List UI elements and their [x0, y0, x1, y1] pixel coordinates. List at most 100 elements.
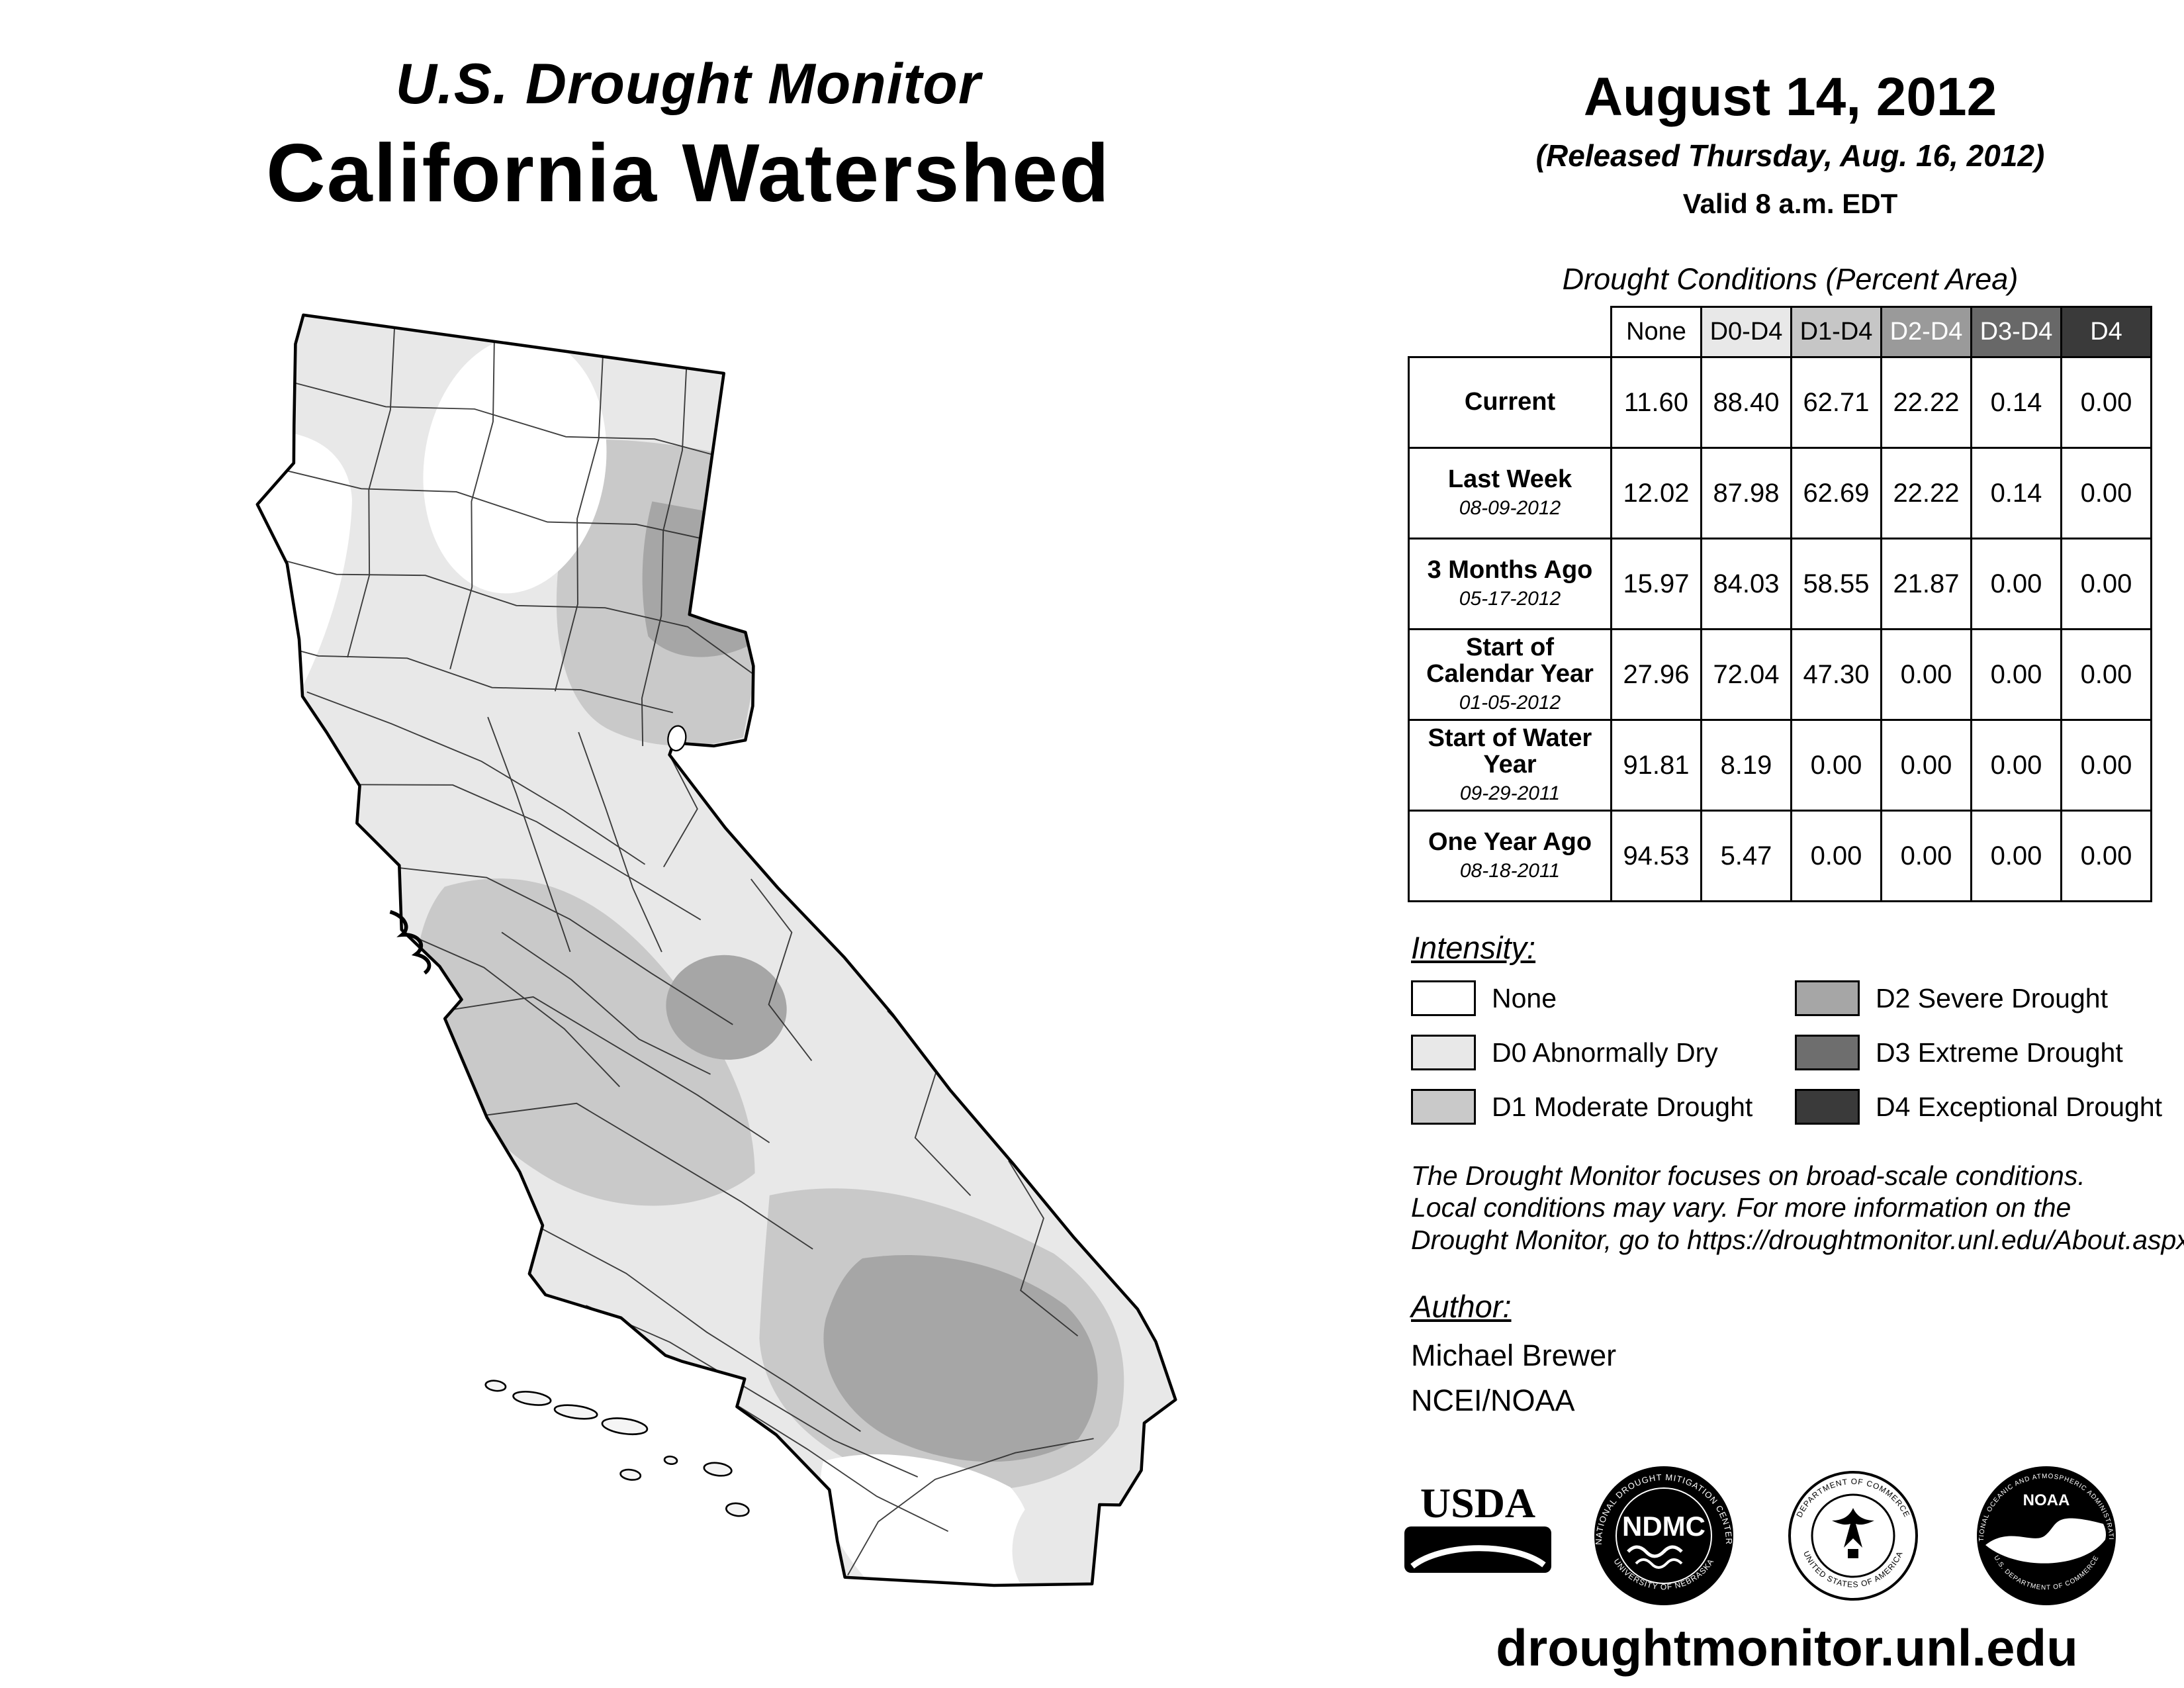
value-cell: 94.53 — [1610, 810, 1702, 902]
value-cell: 0.00 — [1790, 719, 1882, 812]
legend-item-none: None — [1411, 980, 1795, 1016]
san-francisco-bay — [389, 910, 432, 975]
noaa-logo: NATIONAL OCEANIC AND ATMOSPHERIC ADMINIS… — [1972, 1462, 2116, 1605]
report-title: U.S. Drought Monitor — [395, 52, 981, 116]
value-cell: 8.19 — [1700, 719, 1792, 812]
table-row-one-year-ago: One Year Ago 08-18-2011 94.53 5.47 0.00 … — [1408, 810, 2152, 902]
date-block: August 14, 2012 (Released Thursday, Aug.… — [1416, 66, 2164, 220]
doc-eagle-icon — [1832, 1508, 1874, 1548]
row-label: One Year Ago 08-18-2011 — [1408, 810, 1612, 902]
noaa-seabird-icon — [1985, 1518, 2106, 1564]
col-header-d0d4: D0-D4 — [1700, 306, 1792, 358]
doc-shield-icon — [1848, 1549, 1858, 1558]
d2-region-mojave — [823, 1255, 1098, 1462]
usda-swoosh-icon — [1410, 1545, 1546, 1569]
table-corner-cell — [1408, 306, 1612, 357]
value-cell: 0.00 — [2060, 719, 2152, 812]
value-cell: 0.00 — [1880, 810, 1972, 902]
table-row-start-calendar-year: Start of Calendar Year 01-05-2012 27.96 … — [1408, 628, 2152, 721]
ndmc-wordmark: NDMC — [1622, 1511, 1706, 1542]
d1-region-central — [416, 878, 755, 1206]
released-date: (Released Thursday, Aug. 16, 2012) — [1535, 138, 2045, 173]
value-cell: 22.22 — [1880, 447, 1972, 539]
lake-tahoe — [667, 725, 687, 752]
value-cell: 0.00 — [1970, 628, 2062, 721]
drought-shading-layers — [241, 314, 1176, 1619]
d1-swatch — [1411, 1089, 1476, 1125]
disclaimer-text: The Drought Monitor focuses on broad-sca… — [1411, 1160, 2184, 1255]
d4-swatch — [1795, 1089, 1860, 1125]
col-header-d1d4: D1-D4 — [1790, 306, 1882, 358]
channel-islands — [484, 1380, 750, 1517]
value-cell: 15.97 — [1610, 538, 1702, 630]
row-label: Start of Water Year 09-29-2011 — [1408, 719, 1612, 812]
map-date: August 14, 2012 — [1583, 67, 1997, 127]
value-cell: 0.14 — [1970, 356, 2062, 449]
col-header-d2d4: D2-D4 — [1880, 306, 1972, 358]
value-cell: 27.96 — [1610, 628, 1702, 721]
usda-logo: USDA — [1404, 1481, 1551, 1573]
value-cell: 0.00 — [1970, 538, 2062, 630]
author-org: NCEI/NOAA — [1411, 1383, 1575, 1417]
row-label: 3 Months Ago 05-17-2012 — [1408, 538, 1612, 630]
col-header-d3d4: D3-D4 — [1970, 306, 2062, 358]
region-title: California Watershed — [266, 128, 1111, 219]
d2-region-central-spot — [666, 955, 787, 1060]
table-row-start-water-year: Start of Water Year 09-29-2011 91.81 8.1… — [1408, 719, 2152, 812]
watershed-boundaries — [241, 327, 1094, 1575]
author-title: Author: — [1411, 1289, 1512, 1324]
d3-swatch — [1795, 1035, 1860, 1070]
ndmc-wave-icon — [1627, 1545, 1683, 1558]
row-label: Last Week 08-09-2012 — [1408, 447, 1612, 539]
intensity-legend: None D2 Severe Drought D0 Abnormally Dry… — [1411, 980, 2184, 1125]
value-cell: 62.69 — [1790, 447, 1882, 539]
value-cell: 88.40 — [1700, 356, 1792, 449]
value-cell: 0.00 — [2060, 447, 2152, 539]
legend-item-d3: D3 Extreme Drought — [1795, 1035, 2184, 1070]
col-header-d4: D4 — [2060, 306, 2152, 358]
value-cell: 0.00 — [2060, 538, 2152, 630]
value-cell: 0.00 — [1880, 719, 1972, 812]
table-row-last-week: Last Week 08-09-2012 12.02 87.98 62.69 2… — [1408, 447, 2152, 539]
title-block: U.S. Drought Monitor California Watershe… — [0, 52, 1377, 220]
value-cell: 22.22 — [1880, 356, 1972, 449]
value-cell: 0.00 — [1970, 719, 2062, 812]
value-cell: 0.00 — [1880, 628, 1972, 721]
usda-wordmark: USDA — [1420, 1481, 1535, 1526]
none-region-south-coast — [821, 1454, 1032, 1599]
value-cell: 0.00 — [2060, 356, 2152, 449]
ndmc-logo: NATIONAL DROUGHT MITIGATION CENTER UNIVE… — [1594, 1466, 1733, 1605]
value-cell: 58.55 — [1790, 538, 1882, 630]
row-label: Current — [1408, 356, 1612, 449]
california-watershed-map — [241, 313, 1177, 1619]
value-cell: 91.81 — [1610, 719, 1702, 812]
legend-item-d0: D0 Abnormally Dry — [1411, 1035, 1795, 1070]
d0-swatch — [1411, 1035, 1476, 1070]
map-container — [192, 310, 1238, 1627]
value-cell: 0.00 — [2060, 810, 2152, 902]
valid-time: Valid 8 a.m. EDT — [1682, 188, 1898, 219]
value-cell: 21.87 — [1880, 538, 1972, 630]
value-cell: 47.30 — [1790, 628, 1882, 721]
author-name: Michael Brewer — [1411, 1338, 1617, 1372]
col-header-none: None — [1610, 306, 1702, 358]
noaa-wordmark: NOAA — [2023, 1491, 2070, 1509]
value-cell: 11.60 — [1610, 356, 1702, 449]
ndmc-disc — [1594, 1466, 1733, 1605]
value-cell: 72.04 — [1700, 628, 1792, 721]
ndmc-inner-ring — [1615, 1487, 1712, 1584]
table-row-3-months-ago: 3 Months Ago 05-17-2012 15.97 84.03 58.5… — [1408, 538, 2152, 630]
value-cell: 0.00 — [1790, 810, 1882, 902]
table-title: Drought Conditions (Percent Area) — [1562, 262, 2019, 296]
commerce-seal: DEPARTMENT OF COMMERCE UNITED STATES OF … — [1788, 1471, 1918, 1601]
drought-conditions-table: None D0-D4 D1-D4 D2-D4 D3-D4 D4 Current … — [1408, 306, 2152, 902]
d2-swatch — [1795, 980, 1860, 1016]
footer-url: droughtmonitor.unl.edu — [1496, 1618, 2078, 1677]
legend-item-d1: D1 Moderate Drought — [1411, 1089, 1795, 1125]
table-header-row: None D0-D4 D1-D4 D2-D4 D3-D4 D4 — [1408, 306, 2152, 358]
intensity-title: Intensity: — [1411, 930, 1536, 965]
value-cell: 5.47 — [1700, 810, 1792, 902]
row-label: Start of Calendar Year 01-05-2012 — [1408, 628, 1612, 721]
value-cell: 0.00 — [2060, 628, 2152, 721]
